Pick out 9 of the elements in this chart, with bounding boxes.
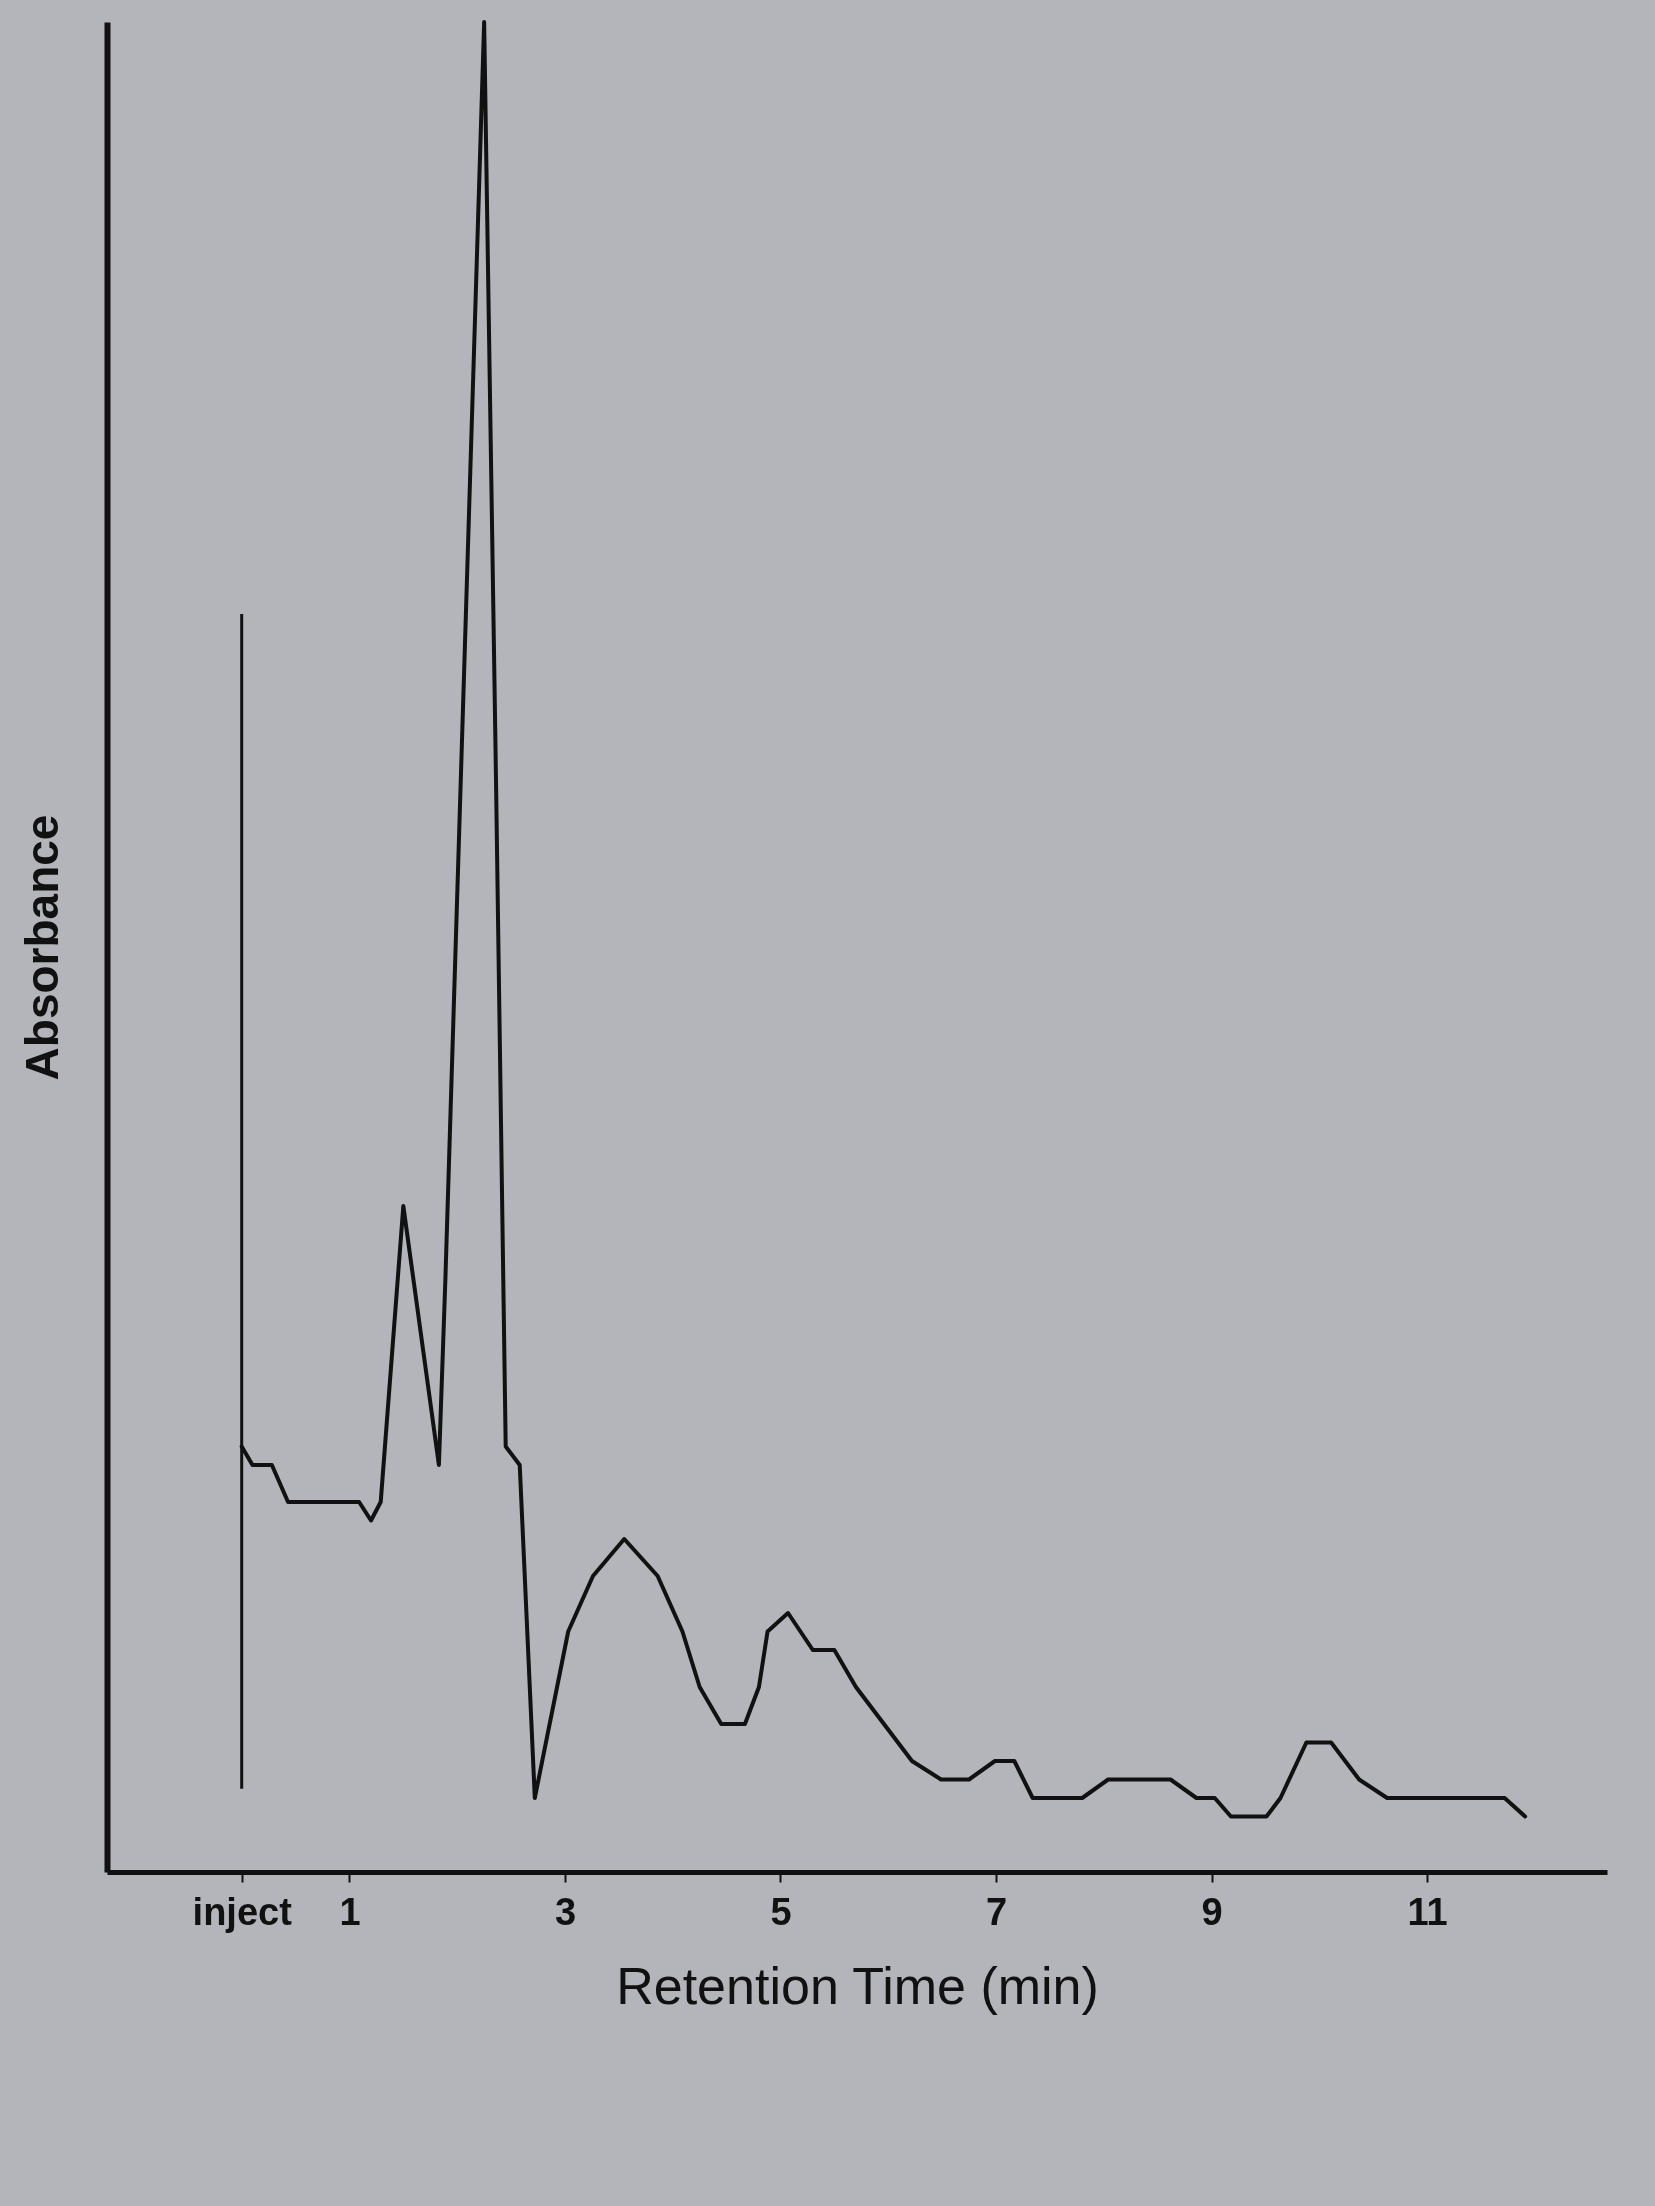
x-axis-title: Retention Time (min): [616, 1956, 1099, 2015]
x-tick-label: 11: [1407, 1890, 1448, 1933]
x-tick-label: 5: [770, 1890, 792, 1933]
x-tick-label: 7: [985, 1890, 1008, 1933]
x-tick-label: 3: [554, 1890, 577, 1933]
x-tick-label: 1: [339, 1890, 361, 1933]
y-axis-title: Absorbance: [15, 814, 68, 1081]
x-tick-label: inject: [192, 1890, 293, 1933]
x-tick-label: 9: [1201, 1890, 1223, 1933]
